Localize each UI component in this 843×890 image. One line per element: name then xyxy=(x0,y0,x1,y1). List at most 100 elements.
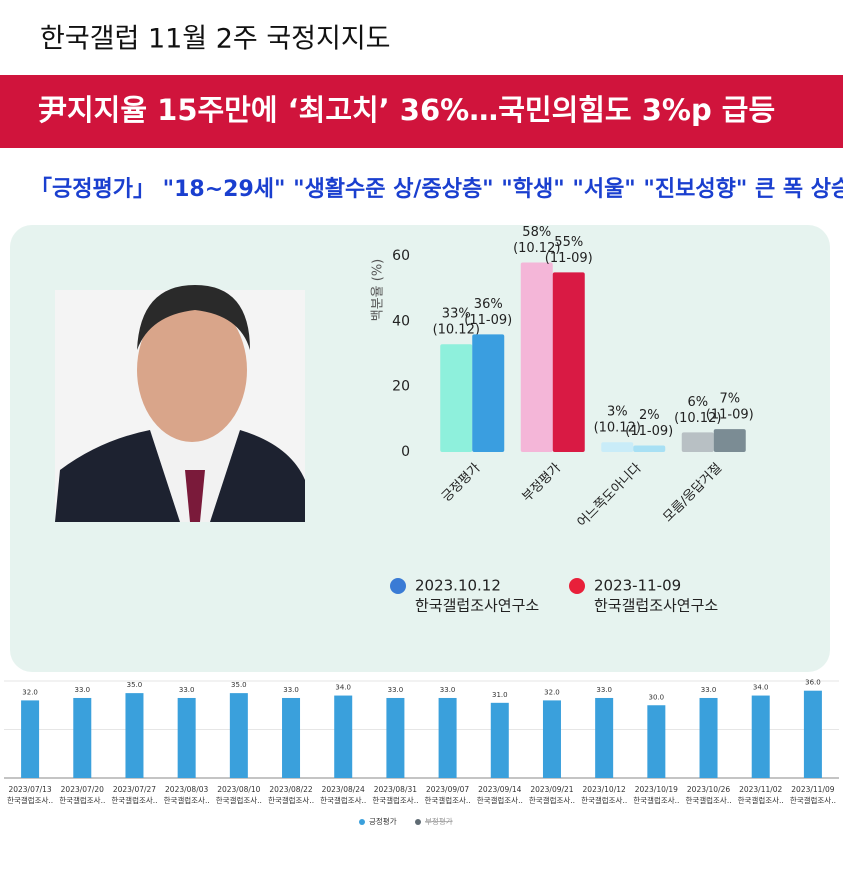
legend-marker xyxy=(359,819,365,825)
value-label: 7% xyxy=(719,392,740,407)
x-sublabel: 한국갤럽조사.. xyxy=(216,796,262,805)
legend-label: 부정평가 xyxy=(425,816,453,826)
value-label: 32.0 xyxy=(544,688,560,696)
face xyxy=(137,298,247,442)
x-sublabel: 한국갤럽조사.. xyxy=(425,796,471,805)
x-tick-label: 2023/07/13 xyxy=(8,785,51,794)
x-sublabel: 한국갤럽조사.. xyxy=(372,796,418,805)
value-label: 33.0 xyxy=(74,686,90,694)
x-tick-label: 2023/10/26 xyxy=(687,785,730,794)
date-label: (11-09) xyxy=(625,424,673,439)
x-sublabel: 한국갤럽조사.. xyxy=(529,796,575,805)
value-label: 33.0 xyxy=(179,686,195,694)
x-tick-label: 2023/09/07 xyxy=(426,785,469,794)
value-label: 33.0 xyxy=(388,686,404,694)
value-label: 33% xyxy=(442,307,471,322)
bar xyxy=(386,697,405,778)
legend-marker xyxy=(390,578,406,594)
bar xyxy=(647,705,666,778)
x-tick-label: 2023/08/31 xyxy=(374,785,417,794)
bar xyxy=(472,334,505,452)
legend-source: 한국갤럽조사연구소 xyxy=(594,597,718,615)
bar xyxy=(595,697,614,778)
bar xyxy=(334,695,353,778)
value-label: 36% xyxy=(474,297,503,312)
date-label: (10.12) xyxy=(594,421,641,436)
bar xyxy=(177,697,196,778)
y-axis-label: 백분율 (%) xyxy=(371,259,386,322)
bar xyxy=(490,702,509,778)
date-label: (10.12) xyxy=(513,241,560,256)
x-tick-label: 2023/10/12 xyxy=(583,785,626,794)
date-label: (11-09) xyxy=(706,408,754,423)
x-sublabel: 한국갤럽조사.. xyxy=(7,796,53,805)
value-label: 32.0 xyxy=(22,688,38,696)
value-label: 34.0 xyxy=(335,684,351,692)
x-sublabel: 한국갤럽조사.. xyxy=(164,796,210,805)
x-sublabel: 한국갤럽조사.. xyxy=(477,796,523,805)
date-label: (10.12) xyxy=(433,323,480,338)
bar xyxy=(681,432,714,452)
x-sublabel: 한국갤럽조사.. xyxy=(738,796,784,805)
value-label: 36.0 xyxy=(805,679,821,687)
value-label: 2% xyxy=(639,408,660,423)
bar xyxy=(552,272,585,452)
x-sublabel: 한국갤럽조사.. xyxy=(685,796,731,805)
legend-label: 긍정평가 xyxy=(369,816,397,826)
bar xyxy=(438,697,457,778)
bar xyxy=(542,700,561,778)
bar xyxy=(520,262,553,452)
x-sublabel: 한국갤럽조사.. xyxy=(790,796,836,805)
x-tick-label: 2023/11/09 xyxy=(791,785,834,794)
page-title: 한국갤럽 11월 2주 국정지지도 xyxy=(40,24,391,55)
bar xyxy=(21,700,40,778)
chart-2: 32.0 2023/07/13 한국갤럽조사.. 33.0 2023/07/20 한국갤럽… xyxy=(4,679,839,826)
legend-marker xyxy=(415,819,421,825)
bar xyxy=(125,693,144,778)
x-tick-label: 2023/09/21 xyxy=(530,785,573,794)
headline: 尹지지율 15주만에 ‘최고치’ 36%…국민의힘도 3%p 급등 xyxy=(38,93,775,127)
bar xyxy=(633,445,666,452)
x-sublabel: 한국갤럽조사.. xyxy=(320,796,366,805)
bar xyxy=(229,693,248,778)
value-label: 3% xyxy=(607,405,628,420)
legend-label: 2023-11-09 xyxy=(594,577,681,595)
x-sublabel: 한국갤럽조사.. xyxy=(581,796,627,805)
value-label: 33.0 xyxy=(596,686,612,694)
x-tick-label: 2023/10/19 xyxy=(635,785,678,794)
value-label: 33.0 xyxy=(440,686,456,694)
headline-banner xyxy=(0,75,843,148)
bar xyxy=(601,442,634,452)
x-sublabel: 한국갤럽조사.. xyxy=(633,796,679,805)
value-label: 35.0 xyxy=(231,681,247,689)
bar xyxy=(803,690,822,778)
x-tick-label: 2023/09/14 xyxy=(478,785,521,794)
y-tick-label: 0 xyxy=(401,444,410,460)
x-tick-label: 2023/07/20 xyxy=(61,785,104,794)
x-tick-label: 2023/08/22 xyxy=(269,785,312,794)
x-sublabel: 한국갤럽조사.. xyxy=(111,796,157,805)
y-tick-label: 20 xyxy=(392,379,410,395)
x-tick-label: 2023/08/24 xyxy=(322,785,365,794)
value-label: 30.0 xyxy=(649,693,665,701)
bar xyxy=(751,695,770,778)
y-tick-label: 40 xyxy=(392,313,410,329)
x-tick-label: 2023/08/03 xyxy=(165,785,208,794)
date-label: (11-09) xyxy=(464,313,512,328)
value-label: 34.0 xyxy=(753,684,769,692)
bar xyxy=(73,697,92,778)
legend-marker xyxy=(569,578,585,594)
subtitle: 「긍정평가」 "18~29세" "생활수준 상/중상층" "학생" "서울" "… xyxy=(30,177,843,202)
bar xyxy=(282,697,301,778)
x-sublabel: 한국갤럽조사.. xyxy=(59,796,105,805)
value-label: 31.0 xyxy=(492,691,508,699)
bar xyxy=(713,429,746,452)
tie xyxy=(185,470,205,522)
date-label: (11-09) xyxy=(545,251,593,266)
y-tick-label: 60 xyxy=(392,248,410,264)
legend-label: 2023.10.12 xyxy=(415,577,501,595)
value-label: 33.0 xyxy=(701,686,717,694)
chart-1: 백분율 (%)0204060긍정평가33%(10.12)36%(11-09)부정… xyxy=(371,225,754,614)
hair xyxy=(137,285,250,350)
